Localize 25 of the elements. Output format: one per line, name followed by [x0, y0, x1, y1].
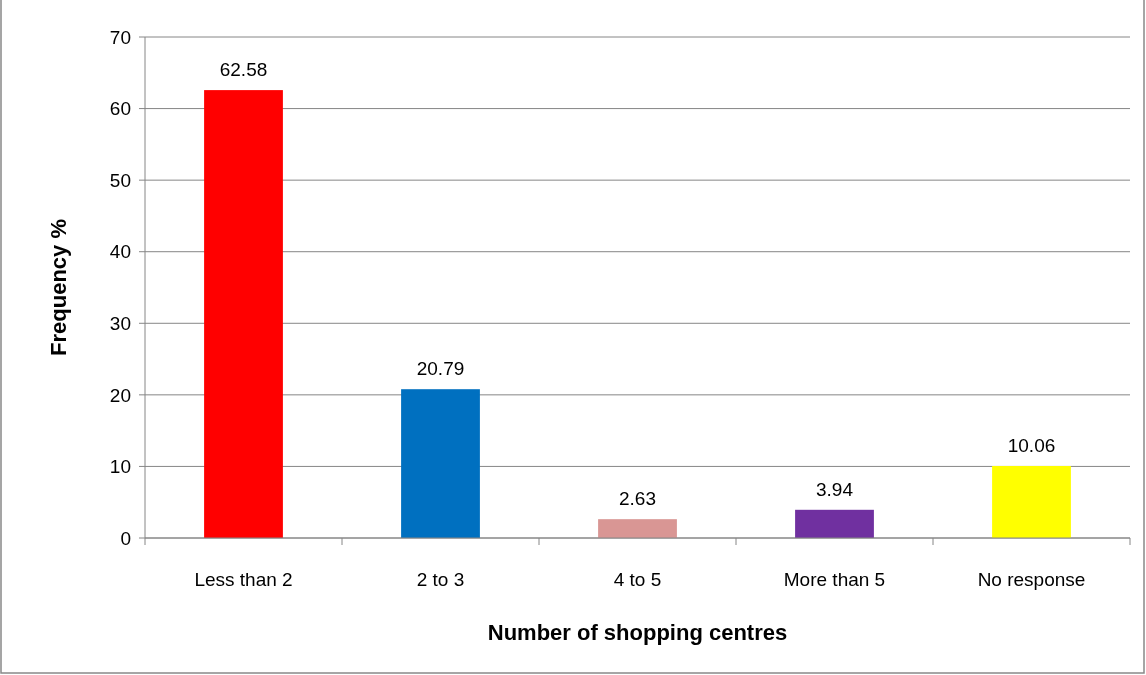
data-label: 10.06 — [1007, 435, 1056, 456]
bar — [795, 509, 874, 538]
y-tick-label: 60 — [109, 98, 131, 120]
x-tick-label: 2 to 3 — [416, 569, 465, 590]
y-tick-label: 30 — [109, 312, 131, 334]
data-label: 3.94 — [816, 478, 854, 500]
y-tick-label: 20 — [109, 384, 131, 406]
y-tick-label: 70 — [109, 26, 131, 48]
x-tick-label: More than 5 — [783, 569, 886, 590]
y-tick-label: 40 — [109, 241, 131, 263]
data-label: 2.63 — [619, 488, 656, 510]
data-label: 62.58 — [219, 59, 268, 81]
x-tick-label: Less than 2 — [194, 569, 293, 590]
y-axis-title: Frequency % — [46, 219, 71, 356]
bar — [401, 389, 480, 538]
x-tick-label: No response — [977, 569, 1086, 590]
data-label: 20.79 — [416, 358, 465, 380]
bar — [598, 519, 677, 538]
y-tick-label: 10 — [109, 456, 131, 478]
x-tick-label: 4 to 5 — [613, 569, 662, 590]
y-tick-label: 0 — [120, 527, 131, 549]
bar — [204, 90, 283, 538]
y-tick-label: 50 — [109, 169, 131, 191]
x-axis-title: Number of shopping centres — [487, 620, 788, 645]
bar — [992, 466, 1071, 538]
